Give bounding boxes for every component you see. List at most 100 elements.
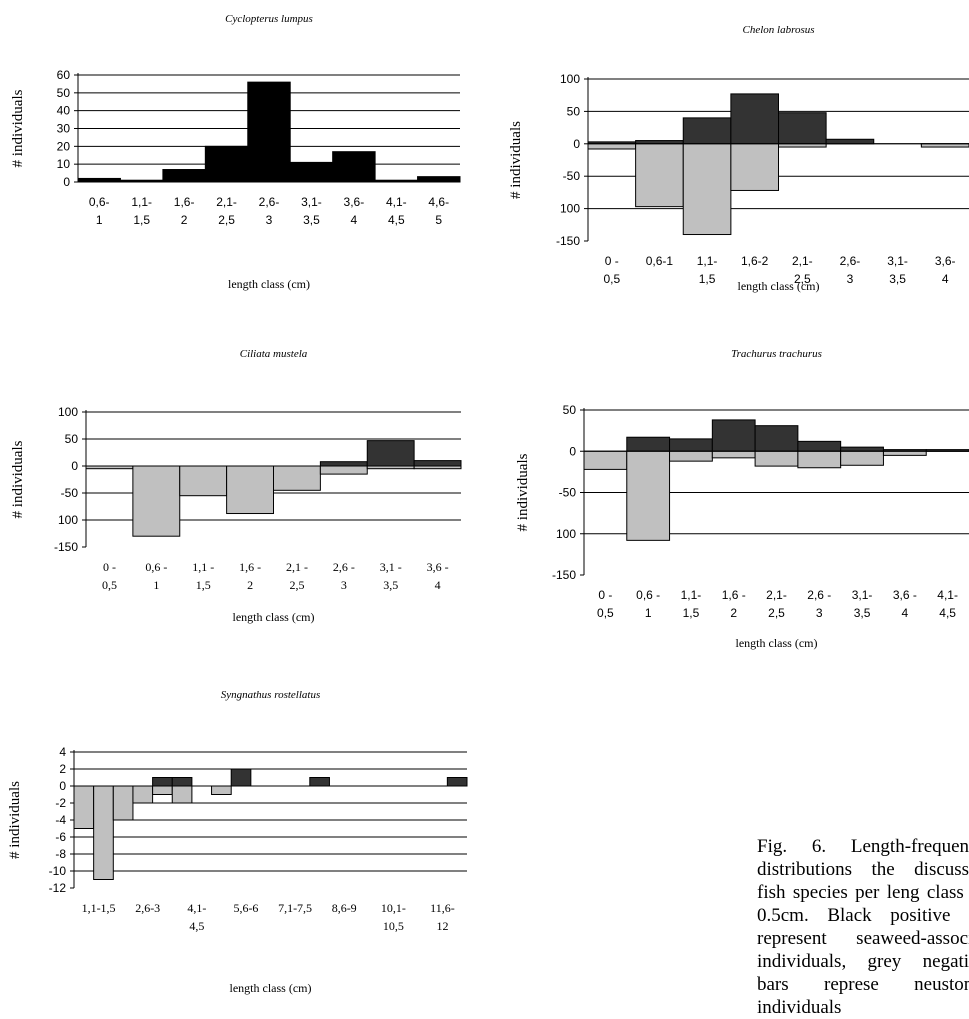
y-tick-label: 100 — [560, 72, 580, 86]
y-tick-label: -12 — [49, 881, 67, 895]
x-tick-label: 3,5 — [854, 606, 871, 620]
x-tick-label: 0,5 — [102, 578, 117, 592]
x-tick-label: 3,5 — [303, 213, 320, 227]
x-tick-label: 2,5 — [289, 578, 304, 592]
y-tick-label: 100 — [560, 202, 580, 216]
y-tick-label: 20 — [57, 139, 71, 153]
x-tick-label: 3,1- — [887, 254, 908, 268]
positive-bar — [366, 440, 415, 467]
x-tick-label: 1,6 - — [239, 560, 261, 574]
negative-bar — [152, 785, 173, 795]
negative-bar — [583, 450, 628, 470]
positive-bar — [289, 161, 334, 183]
y-tick-label: 2 — [59, 762, 66, 776]
x-tick-label: 1,5 — [133, 213, 150, 227]
x-tick-label: 2,1- — [792, 254, 813, 268]
negative-bar — [112, 785, 134, 821]
x-tick-label: 1 — [153, 578, 159, 592]
negative-bar — [132, 785, 154, 804]
positive-bar — [332, 151, 376, 183]
positive-bar — [309, 777, 330, 787]
x-tick-label: 3,5 — [383, 578, 398, 592]
y-tick-label: -2 — [55, 796, 66, 810]
y-tick-label: 50 — [57, 86, 71, 100]
x-tick-label: 4 — [942, 272, 949, 286]
positive-bar — [778, 112, 827, 145]
positive-bar — [730, 93, 779, 145]
y-tick-label: 50 — [567, 104, 581, 118]
x-tick-label: 3,5 — [889, 272, 906, 286]
x-tick-label: 0,6- — [89, 195, 110, 209]
x-axis-title: length class (cm) — [736, 636, 818, 650]
positive-bar — [247, 81, 291, 183]
x-tick-label: 2,5 — [218, 213, 235, 227]
x-tick-label: 0,6 - — [145, 560, 167, 574]
figure-caption: Fig. 6. Length-frequency distributions t… — [757, 836, 969, 1018]
negative-bar — [635, 143, 684, 208]
x-tick-label: 2,6 - — [333, 560, 355, 574]
positive-bar — [840, 446, 884, 452]
y-tick-label: 4 — [59, 745, 66, 759]
negative-bar — [73, 785, 95, 829]
chart-panel-4: Trachurus trachurus # individuals -150 100 -… — [515, 348, 969, 650]
y-tick-label: 30 — [57, 122, 71, 136]
chart-title: Chelon labrosus — [742, 24, 814, 36]
chart-title: Cyclopterus lumpus — [225, 13, 313, 25]
positive-bar — [171, 777, 193, 787]
x-tick-label: 10,5 — [383, 919, 404, 933]
y-tick-label: -8 — [55, 847, 66, 861]
x-tick-label: 4,1- — [386, 195, 407, 209]
positive-bar — [626, 436, 671, 452]
x-axis-title: length class (cm) — [230, 981, 312, 995]
y-axis-title: # individuals — [10, 440, 26, 518]
positive-bar — [669, 438, 713, 452]
x-tick-label: 3 — [341, 578, 347, 592]
x-tick-label: 2,6- — [259, 195, 280, 209]
x-tick-label: 1,1- — [131, 195, 152, 209]
x-tick-label: 2,5 — [794, 272, 811, 286]
y-tick-label: 0 — [569, 444, 576, 458]
chart-panel-3: Ciliata mustela # individuals -150 100 -50 0 5… — [10, 348, 462, 624]
x-tick-label: 2,1- — [766, 588, 787, 602]
negative-bar — [669, 450, 713, 462]
y-axis-title: # individuals — [10, 89, 26, 167]
x-tick-label: 2 — [730, 606, 737, 620]
x-tick-label: 4,5 — [388, 213, 405, 227]
negative-bar — [179, 465, 228, 497]
positive-bar — [446, 777, 468, 787]
negative-bar — [93, 785, 114, 880]
x-tick-label: 4 — [435, 578, 441, 592]
x-tick-label: 2 — [247, 578, 253, 592]
x-tick-label: 4,1- — [937, 588, 958, 602]
positive-bar — [230, 768, 252, 787]
x-tick-label: 0,5 — [597, 606, 614, 620]
y-tick-label: -50 — [563, 169, 581, 183]
negative-bar — [211, 785, 232, 795]
negative-bar — [797, 450, 842, 469]
x-tick-label: 1,5 — [699, 272, 716, 286]
x-tick-label: 2 — [181, 213, 188, 227]
x-tick-label: 3 — [816, 606, 823, 620]
x-tick-label: 1,6-2 — [741, 254, 769, 268]
x-tick-label: 0 - — [598, 588, 612, 602]
positive-bar — [413, 460, 462, 467]
x-tick-label: 1,1-1,5 — [82, 901, 116, 915]
x-tick-label: 3 — [847, 272, 854, 286]
y-tick-label: 100 — [58, 405, 78, 419]
x-tick-label: 3 — [266, 213, 273, 227]
x-tick-label: 1,1 - — [192, 560, 214, 574]
x-tick-label: 1,5 — [196, 578, 211, 592]
x-tick-label: 5 — [435, 213, 442, 227]
x-tick-label: 1,1- — [681, 588, 702, 602]
negative-bar — [626, 450, 671, 541]
x-tick-label: 0 - — [605, 254, 619, 268]
y-tick-label: 50 — [65, 432, 79, 446]
x-tick-label: 3,1- — [301, 195, 322, 209]
y-tick-label: 100 — [556, 527, 576, 541]
x-tick-label: 4 — [901, 606, 908, 620]
positive-bar — [77, 177, 121, 183]
y-tick-label: -50 — [559, 486, 577, 500]
y-axis-title: # individuals — [515, 453, 531, 531]
x-tick-label: 0,6-1 — [646, 254, 674, 268]
negative-bar — [882, 450, 927, 456]
